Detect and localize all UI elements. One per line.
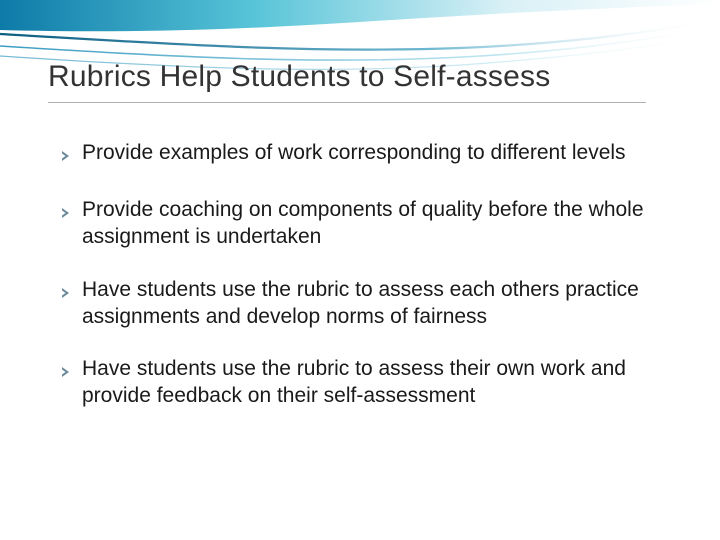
bullet-text: Have students use the rubric to assess e… (82, 277, 660, 331)
list-item: Provide coaching on components of qualit… (60, 197, 660, 251)
list-item: Provide examples of work corresponding t… (60, 140, 660, 171)
bullet-text: Have students use the rubric to assess t… (82, 356, 660, 410)
chevron-right-icon (60, 144, 74, 171)
slide-container: Rubrics Help Students to Self-assess Pro… (0, 0, 720, 540)
list-item: Have students use the rubric to assess e… (60, 277, 660, 331)
title-underline (48, 102, 646, 103)
list-item: Have students use the rubric to assess t… (60, 356, 660, 410)
chevron-right-icon (60, 281, 74, 308)
bullet-text: Provide coaching on components of qualit… (82, 197, 660, 251)
bullet-list: Provide examples of work corresponding t… (60, 140, 660, 436)
chevron-right-icon (60, 201, 74, 228)
bullet-text: Provide examples of work corresponding t… (82, 140, 660, 167)
slide-title: Rubrics Help Students to Self-assess (48, 60, 550, 94)
chevron-right-icon (60, 360, 74, 387)
